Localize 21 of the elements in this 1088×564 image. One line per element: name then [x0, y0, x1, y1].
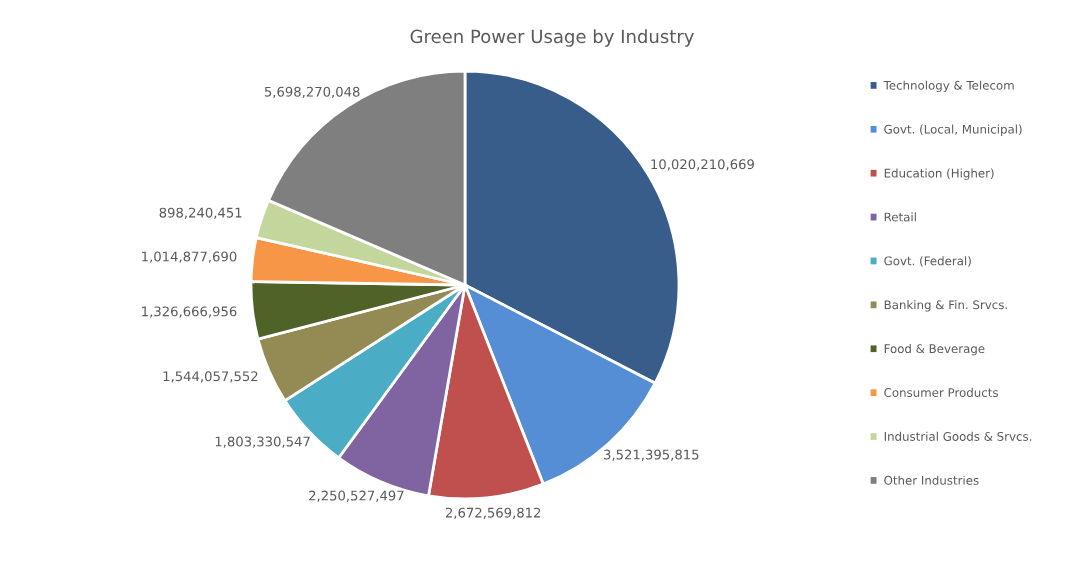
data-label: 898,240,451: [159, 207, 242, 219]
legend-label: Education (Higher): [884, 168, 994, 180]
data-label: 1,014,877,690: [142, 251, 237, 263]
chart-title: Green Power Usage by Industry: [410, 29, 694, 47]
legend-label: Technology & Telecom: [883, 80, 1014, 93]
data-label: 1,803,330,547: [215, 436, 310, 448]
legend-label: Govt. (Local, Municipal): [884, 124, 1022, 136]
legend-label: Food & Beverage: [884, 343, 985, 356]
data-label: 3,521,395,815: [604, 449, 699, 461]
data-label: 1,544,057,552: [163, 371, 258, 383]
data-label: 5,698,270,048: [264, 86, 360, 99]
data-label: 1,326,666,956: [142, 306, 237, 318]
legend-label: Govt. (Federal): [884, 256, 971, 267]
legend-label: Consumer Products: [884, 387, 998, 397]
legend-label: Banking & Fin. Srvcs.: [884, 300, 1007, 312]
data-label: 2,250,527,497: [309, 490, 404, 502]
data-label: 2,672,569,812: [445, 507, 541, 519]
legend-label: Industrial Goods & Srvcs.: [884, 431, 1032, 441]
legend-label: Retail: [884, 212, 916, 222]
legend-label: Other Industries: [884, 475, 979, 485]
data-label: 10,020,210,669: [651, 159, 754, 171]
